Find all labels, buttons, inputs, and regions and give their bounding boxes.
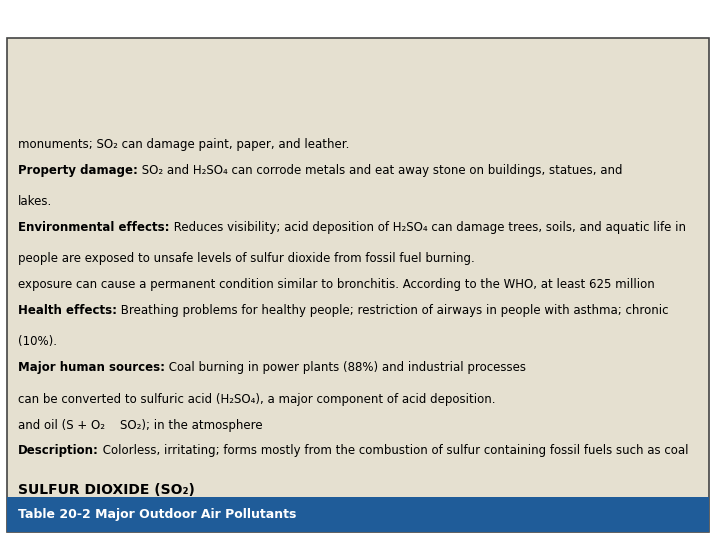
Text: Description:: Description: (18, 444, 99, 457)
Text: Health effects:: Health effects: (18, 304, 117, 317)
Text: Colorless, irritating; forms mostly from the combustion of sulfur containing fos: Colorless, irritating; forms mostly from… (99, 444, 688, 457)
Text: exposure can cause a permanent condition similar to bronchitis. According to the: exposure can cause a permanent condition… (18, 278, 654, 291)
Text: monuments; SO₂ can damage paint, paper, and leather.: monuments; SO₂ can damage paint, paper, … (18, 138, 349, 151)
Text: Breathing problems for healthy people; restriction of airways in people with ast: Breathing problems for healthy people; r… (117, 304, 668, 317)
Text: can be converted to sulfuric acid (H₂SO₄), a major component of acid deposition.: can be converted to sulfuric acid (H₂SO₄… (18, 393, 495, 406)
Text: Coal burning in power plants (88%) and industrial processes: Coal burning in power plants (88%) and i… (165, 361, 526, 374)
Text: lakes.: lakes. (18, 195, 53, 208)
Text: and oil (S + O₂    SO₂); in the atmosphere: and oil (S + O₂ SO₂); in the atmosphere (18, 418, 263, 431)
Text: Reduces visibility; acid deposition of H₂SO₄ can damage trees, soils, and aquati: Reduces visibility; acid deposition of H… (169, 221, 685, 234)
Text: Environmental effects:: Environmental effects: (18, 221, 169, 234)
Text: Table 20-2 Major Outdoor Air Pollutants: Table 20-2 Major Outdoor Air Pollutants (18, 508, 297, 521)
Text: Major human sources:: Major human sources: (18, 361, 165, 374)
Bar (7, 497, 709, 532)
Text: Property damage:: Property damage: (18, 164, 138, 177)
Text: SULFUR DIOXIDE (SO₂): SULFUR DIOXIDE (SO₂) (18, 483, 195, 497)
Text: SO₂ and H₂SO₄ can corrode metals and eat away stone on buildings, statues, and: SO₂ and H₂SO₄ can corrode metals and eat… (138, 164, 622, 177)
Text: (10%).: (10%). (18, 335, 57, 348)
Text: people are exposed to unsafe levels of sulfur dioxide from fossil fuel burning.: people are exposed to unsafe levels of s… (18, 252, 474, 265)
